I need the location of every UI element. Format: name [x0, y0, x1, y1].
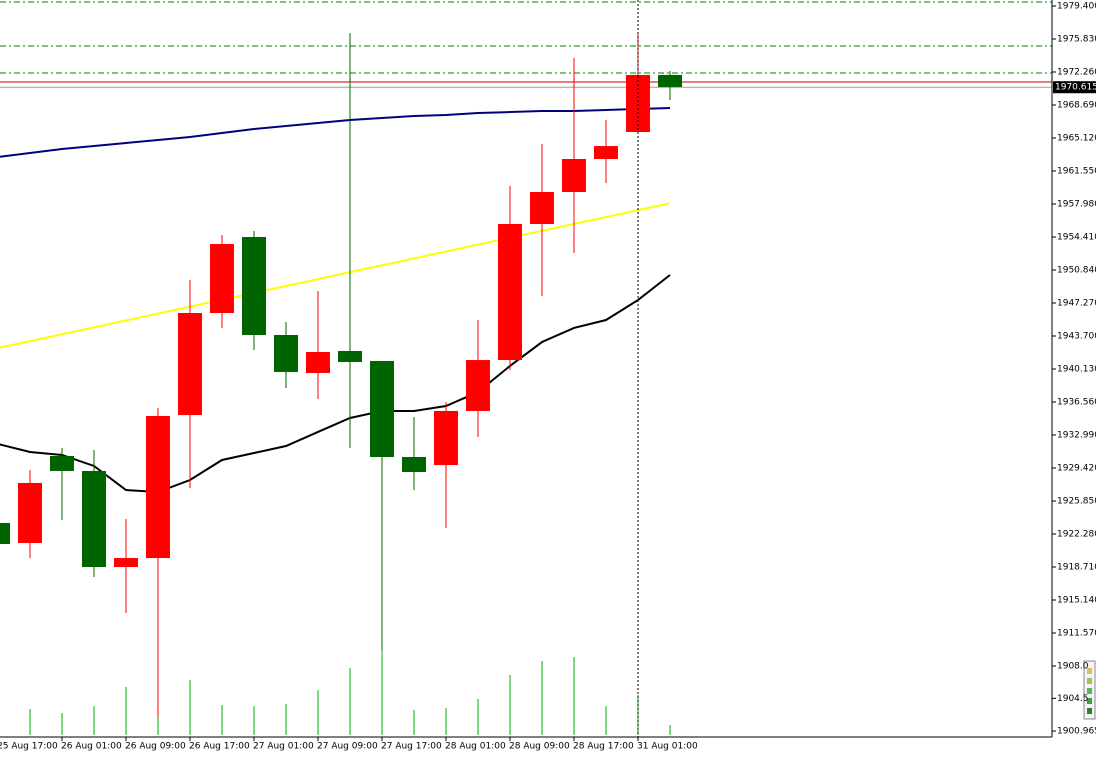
y-tick-label: 1908.0 — [1057, 662, 1089, 672]
candle-body — [626, 74, 650, 132]
x-tick-label: 27 Aug 09:00 — [317, 742, 378, 752]
candle-body — [242, 237, 266, 335]
indicator-icon — [1083, 660, 1096, 720]
y-tick-label: 1904.5 — [1057, 694, 1089, 704]
y-tick-label: 1925.850 — [1057, 497, 1096, 507]
y-tick-label: 1957.980 — [1057, 200, 1096, 210]
y-tick-label: 1965.120 — [1057, 134, 1096, 144]
y-tick-label: 1950.840 — [1057, 266, 1096, 276]
y-tick-label: 1936.560 — [1057, 398, 1096, 408]
price-label: 1970.615 — [1055, 83, 1096, 93]
x-tick-label: 27 Aug 17:00 — [381, 742, 442, 752]
y-tick-label: 1922.280 — [1057, 530, 1096, 540]
x-tick-label: 28 Aug 09:00 — [509, 742, 570, 752]
y-tick-label: 1932.990 — [1057, 431, 1096, 441]
y-tick-label: 1943.700 — [1057, 332, 1096, 342]
candle-body — [306, 352, 330, 373]
candle-body — [178, 312, 202, 416]
y-tick-label: 1975.830 — [1057, 35, 1096, 45]
y-tick-label: 1947.270 — [1057, 299, 1096, 309]
y-tick-label: 1961.550 — [1057, 167, 1096, 177]
x-tick-label: 26 Aug 01:00 — [61, 742, 122, 752]
x-tick-label: 26 Aug 17:00 — [189, 742, 250, 752]
candle-body — [594, 146, 618, 159]
x-tick-label: 28 Aug 01:00 — [445, 742, 506, 752]
x-tick-label: 31 Aug 01:00 — [637, 742, 698, 752]
candle-body — [18, 482, 42, 543]
x-tick-label: 28 Aug 17:00 — [573, 742, 634, 752]
y-tick-label: 1929.420 — [1057, 464, 1096, 474]
candle-body — [50, 455, 74, 471]
candle-body — [562, 158, 586, 192]
candle-body — [274, 334, 298, 372]
candle-body — [146, 415, 170, 559]
y-tick-label: 1968.690 — [1057, 101, 1096, 111]
candle-body — [82, 470, 106, 568]
candle-body — [466, 360, 490, 411]
y-tick-label: 1940.130 — [1057, 365, 1096, 375]
moving-average — [0, 202, 671, 349]
x-tick-label: 25 Aug 17:00 — [0, 742, 58, 752]
candle-body — [0, 523, 10, 544]
moving-average — [0, 274, 671, 494]
candle-body — [210, 244, 234, 313]
x-tick-label: 26 Aug 09:00 — [125, 742, 186, 752]
y-tick-label: 1979.400 — [1057, 2, 1096, 12]
candle-body — [370, 360, 394, 458]
y-tick-label: 1915.140 — [1057, 596, 1096, 606]
candle-body — [114, 558, 138, 568]
candle-body — [498, 223, 522, 361]
moving-average — [0, 106, 671, 158]
candle-body — [530, 191, 554, 224]
candle-body — [402, 457, 426, 472]
candle-body — [434, 410, 458, 466]
y-tick-label: 1911.570 — [1057, 629, 1096, 639]
y-tick-label: 1954.410 — [1057, 233, 1096, 243]
y-tick-label: 1918.710 — [1057, 563, 1096, 573]
x-tick-label: 27 Aug 01:00 — [253, 742, 314, 752]
plot-area — [0, 1, 1052, 735]
y-tick-label: 1972.260 — [1057, 68, 1096, 78]
y-tick-label: 1900.965 — [1057, 727, 1096, 737]
candle-body — [338, 350, 362, 362]
price-label-box — [1053, 81, 1096, 94]
candle-body — [658, 74, 682, 87]
